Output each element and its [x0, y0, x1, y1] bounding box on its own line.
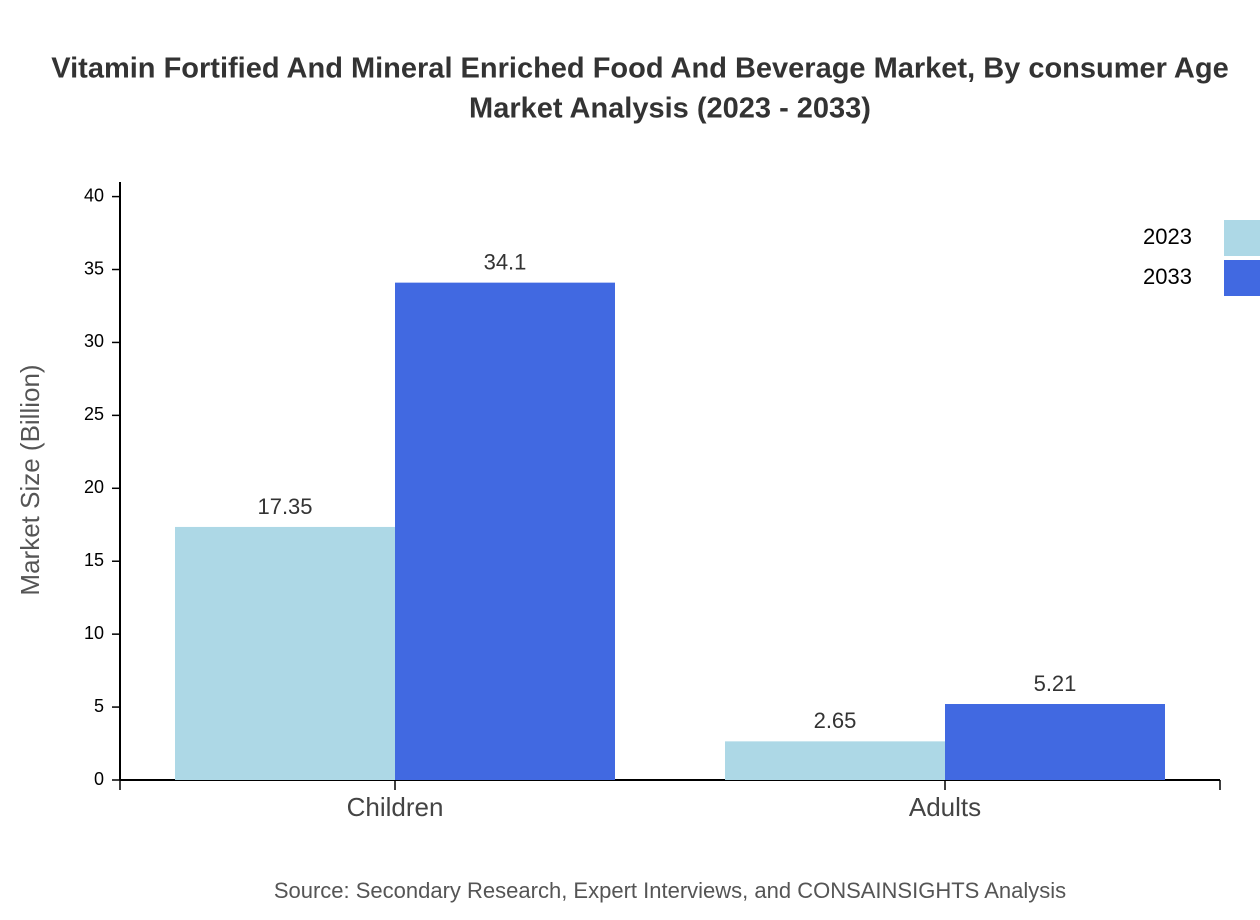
value-label: 5.21	[1034, 671, 1077, 696]
bar	[175, 526, 395, 780]
bar	[725, 741, 945, 780]
y-tick-label: 40	[84, 185, 104, 205]
source-note: Source: Secondary Research, Expert Inter…	[274, 878, 1066, 903]
bar	[945, 704, 1165, 780]
y-tick-label: 30	[84, 331, 104, 351]
legend-label: 2033	[1143, 264, 1192, 289]
legend-label: 2023	[1143, 224, 1192, 249]
y-tick-label: 25	[84, 404, 104, 424]
y-tick-label: 20	[84, 477, 104, 497]
legend-swatch	[1224, 220, 1260, 256]
value-label: 17.35	[257, 494, 312, 519]
x-tick-label: Children	[347, 792, 444, 822]
y-tick-label: 15	[84, 550, 104, 570]
y-tick-label: 10	[84, 623, 104, 643]
x-tick-label: Adults	[909, 792, 981, 822]
y-tick-label: 5	[94, 696, 104, 716]
value-label: 2.65	[814, 708, 857, 733]
y-tick-label: 0	[94, 769, 104, 789]
bar	[395, 282, 615, 780]
y-tick-label: 35	[84, 258, 104, 278]
legend-swatch	[1224, 260, 1260, 296]
value-label: 34.1	[484, 249, 527, 274]
chart-title: Vitamin Fortified And Mineral Enriched F…	[51, 53, 1228, 85]
y-axis-label: Market Size (Billion)	[15, 364, 45, 595]
chart-title: Market Analysis (2023 - 2033)	[469, 93, 871, 125]
